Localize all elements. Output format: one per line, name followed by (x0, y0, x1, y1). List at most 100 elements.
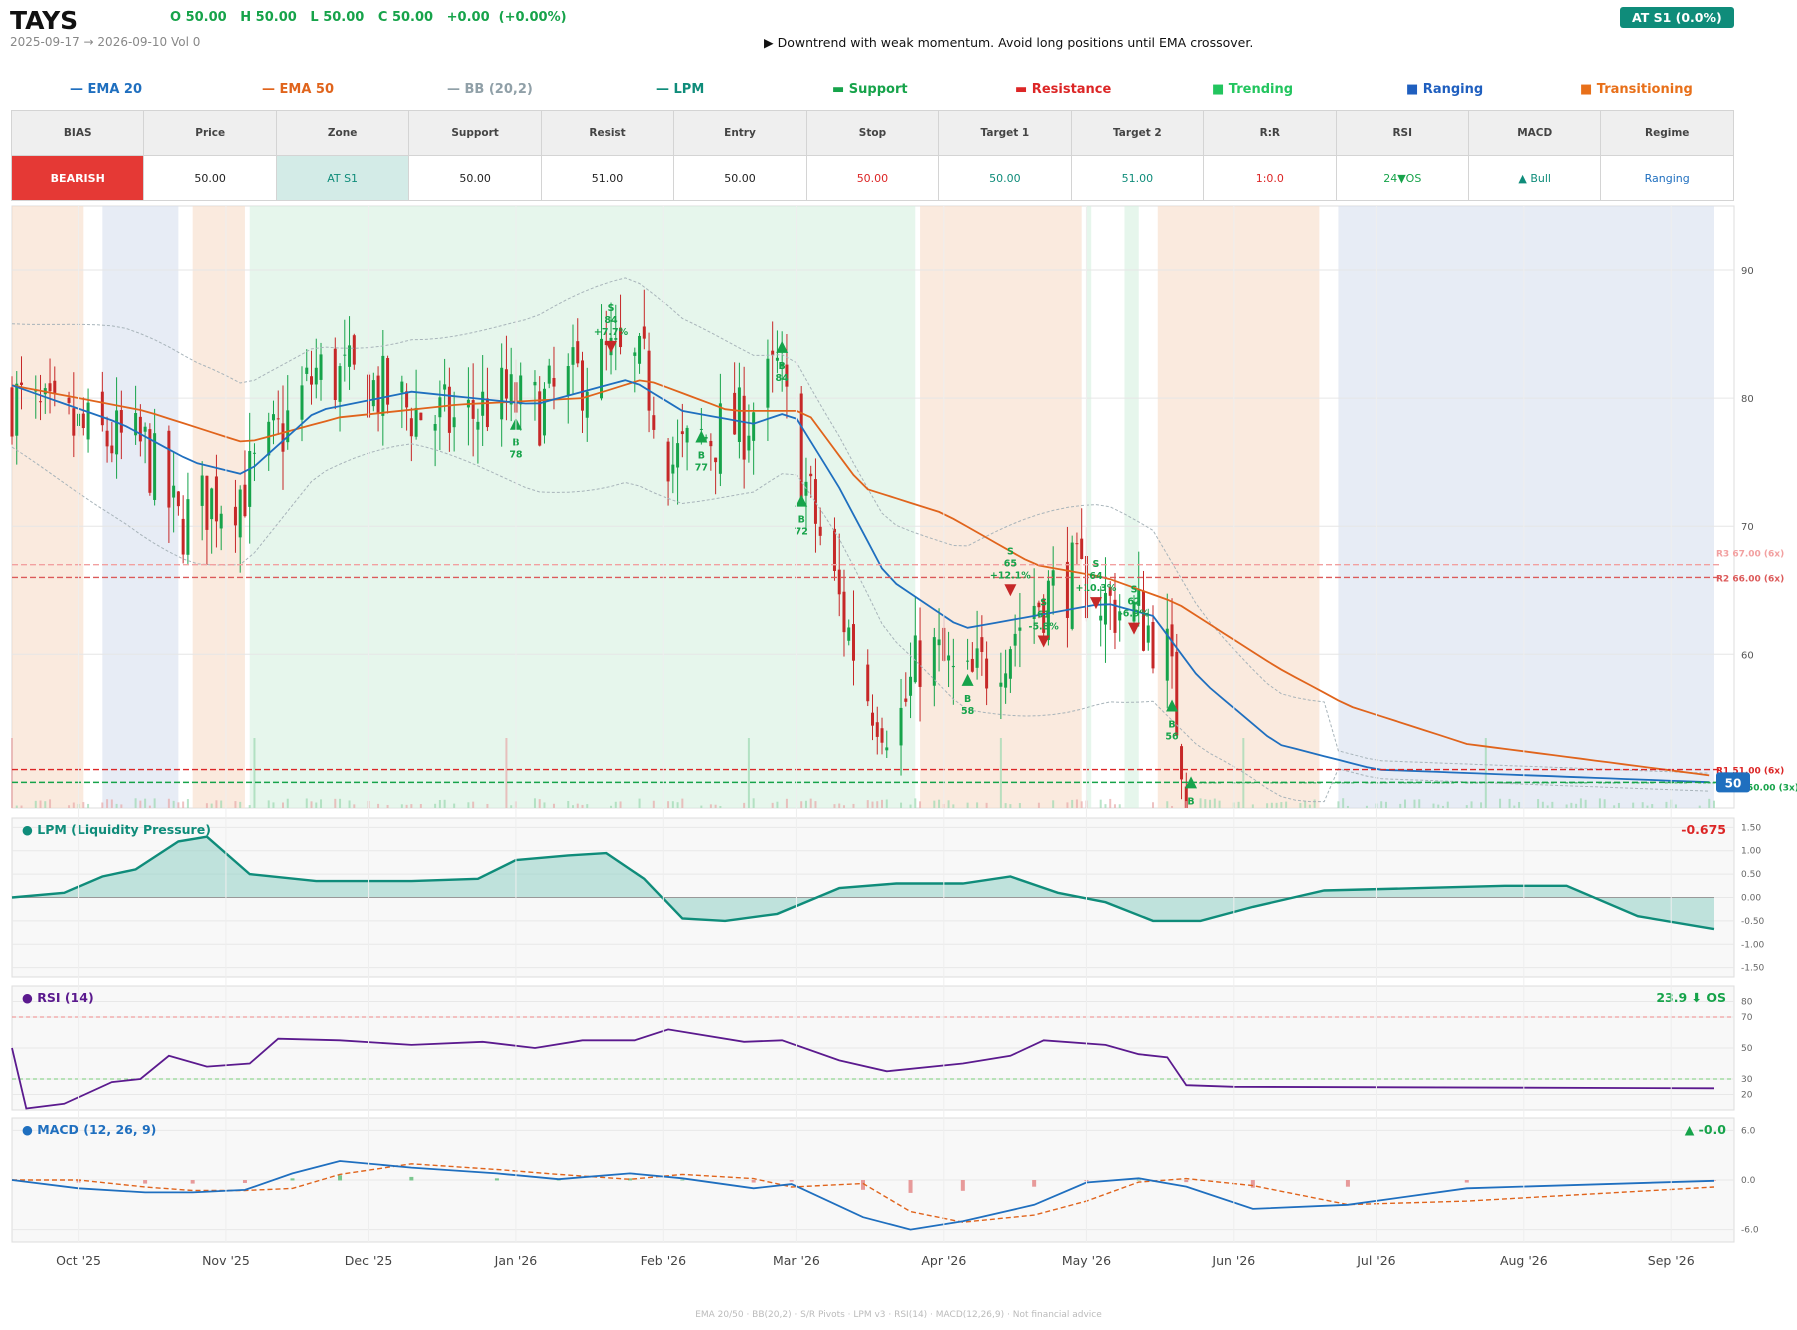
volume-bar (1480, 802, 1483, 808)
volume-bar (49, 799, 52, 808)
regime-band-trending (249, 206, 916, 808)
volume-bar (576, 803, 579, 808)
volume-bar (1308, 804, 1311, 808)
candle-body (785, 364, 789, 387)
candle-body (485, 398, 489, 428)
candle-body (737, 387, 741, 442)
candle-body (1565, 782, 1569, 784)
candle-body (243, 484, 247, 517)
volume-bar (1171, 805, 1174, 808)
candle-body (799, 393, 803, 504)
volume-bar (1018, 803, 1021, 808)
level-label: R2 66.00 (6x) (1716, 574, 1784, 584)
volume-bar (1209, 799, 1212, 808)
bb-upper-line (11, 277, 1710, 774)
regime-band-transitioning (12, 206, 84, 808)
candle-body (1270, 782, 1274, 784)
macd-histogram-bar (628, 1178, 633, 1181)
x-axis-tick-label: Sep '26 (1648, 1253, 1695, 1268)
volume-bar (1613, 805, 1616, 808)
lpm-positive-area (12, 836, 1714, 930)
candle-body (581, 360, 585, 411)
candle-body (780, 363, 784, 367)
volume-bar (1546, 805, 1549, 808)
indicator-title: ● LPM (Liquidity Pressure) (22, 822, 211, 837)
volume-bar (510, 805, 513, 808)
indicator-line (11, 835, 1715, 931)
volume-bar (833, 804, 836, 808)
candle-body (985, 658, 989, 689)
candle-body (1080, 538, 1084, 559)
candle-body (10, 387, 14, 437)
candle-body (167, 430, 171, 508)
signal-label: B (1187, 796, 1194, 807)
candle-body (504, 369, 508, 399)
candle-body (742, 395, 746, 460)
volume-bar (809, 798, 812, 808)
volume-bar (1109, 798, 1112, 808)
macd-histogram-bar (789, 1180, 794, 1182)
volume-bar (1242, 738, 1245, 808)
candle-body (15, 383, 19, 436)
candle-body (233, 506, 237, 526)
volume-bar (1099, 799, 1102, 808)
candle-body (1018, 627, 1022, 631)
volume-bar (1518, 801, 1521, 808)
volume-bar (1508, 798, 1511, 808)
candle-body (500, 367, 504, 420)
candle-body (1037, 602, 1041, 608)
stats-header-cell: Resist (540, 110, 675, 156)
macd-histogram-bar (1712, 1180, 1716, 1181)
candle-body (1013, 633, 1017, 646)
volume-bar (1071, 799, 1074, 808)
volume-bar (82, 802, 85, 808)
signal-label: B (1168, 720, 1175, 731)
candle-body (1503, 782, 1507, 784)
candle-body (1584, 782, 1588, 784)
x-axis-tick-label: Oct '25 (56, 1253, 101, 1268)
candle-body (433, 423, 437, 431)
volume-bar (1632, 802, 1635, 808)
candle-body (1332, 782, 1336, 784)
volume-bar (676, 802, 679, 808)
volume-bar (220, 800, 223, 808)
volume-bar (638, 798, 641, 808)
candle-body (271, 414, 275, 421)
volume-bar (914, 798, 917, 808)
candle-body (248, 451, 252, 507)
candle-body (1184, 786, 1188, 808)
candle-body (72, 408, 76, 436)
candle-body (119, 410, 123, 433)
legend-trending: ■ Trending (1212, 82, 1294, 97)
candle-body (67, 397, 71, 403)
sell-signal-marker (1089, 597, 1102, 610)
volume-bar (652, 800, 655, 808)
volume-bar (1641, 802, 1644, 808)
candle-body (186, 499, 190, 555)
volume-bar (253, 738, 256, 808)
signal-label: 77 (695, 463, 708, 474)
candle-body (214, 476, 218, 522)
footer-note: EMA 20/50 · BB(20,2) · S/R Pivots · LPM … (695, 1310, 1102, 1320)
candle-body (966, 660, 970, 662)
legend-bb: — BB (20,2) (447, 82, 533, 97)
volume-bar (334, 798, 337, 808)
sell-signal-marker (605, 340, 618, 353)
volume-bar (700, 805, 703, 808)
volume-bar (1037, 802, 1040, 808)
zone-value: AT S1 (275, 155, 410, 201)
volume-bar (1437, 804, 1440, 808)
volume-bar (68, 805, 71, 808)
candle-body (932, 637, 936, 686)
candle-body (1313, 782, 1317, 784)
signal-label: S (1093, 559, 1100, 570)
candle-body (181, 518, 185, 555)
volume-bar (472, 801, 475, 808)
volume-bar (144, 798, 147, 808)
volume-bar (1285, 801, 1288, 808)
candle-body (747, 435, 751, 451)
indicator-last-value: -0.675 (1681, 822, 1726, 837)
macd-value: ▲ Bull (1467, 155, 1602, 201)
volume-bar (1337, 801, 1340, 808)
signal-label: 56 (1165, 732, 1179, 743)
